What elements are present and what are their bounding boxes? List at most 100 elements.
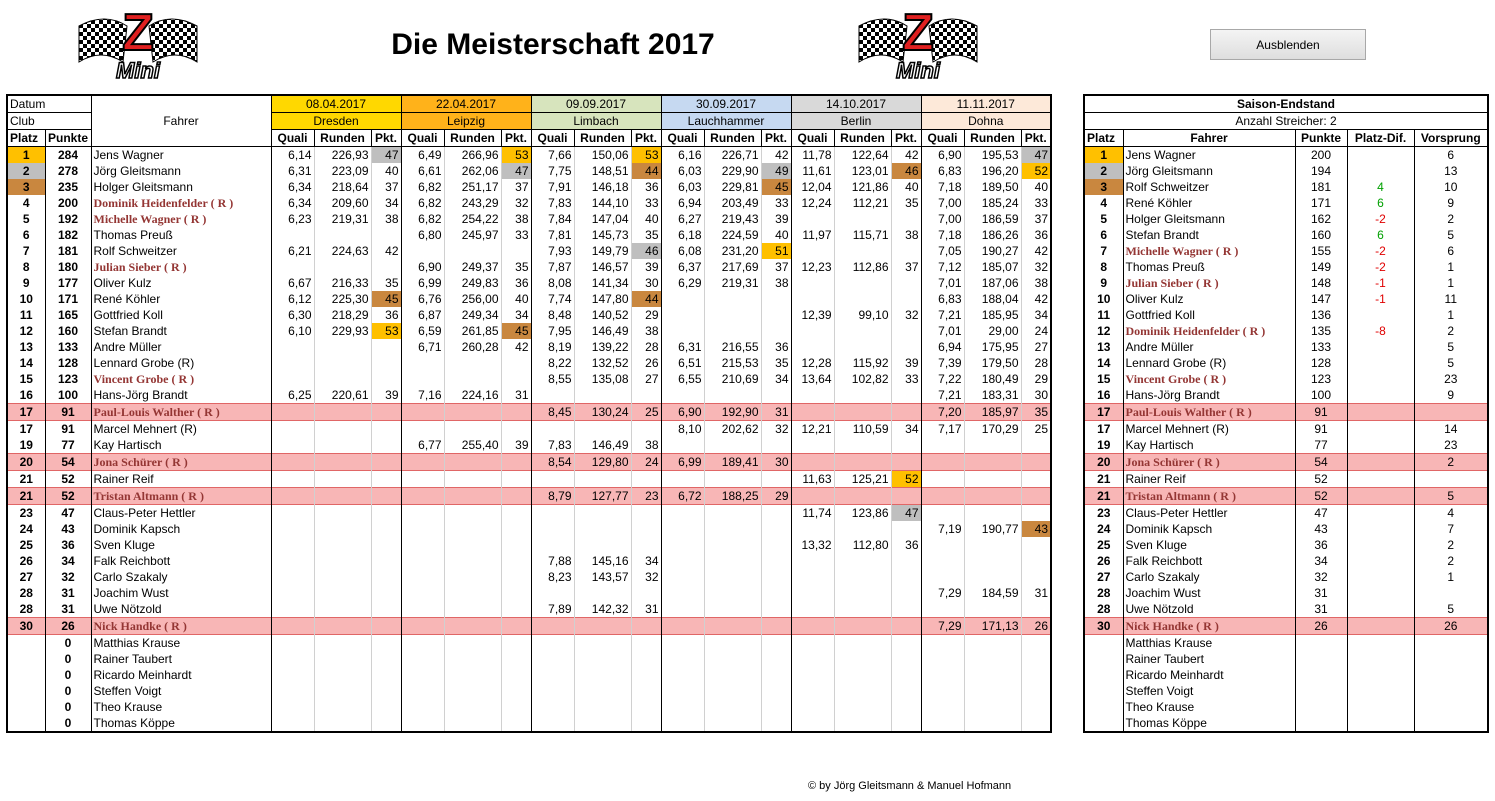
- pkt: [761, 387, 792, 404]
- quali: [401, 537, 445, 553]
- pkt: 51: [761, 243, 792, 259]
- punkte: 54: [1295, 453, 1348, 471]
- standing-row: 17 Marcel Mehnert (R) 91 14: [1084, 420, 1488, 437]
- pkt: 36: [761, 339, 792, 355]
- quali: 6,90: [401, 259, 445, 275]
- platz: 16: [7, 387, 46, 404]
- runden: [964, 487, 1022, 505]
- punkte: 123: [45, 371, 92, 387]
- quali: [531, 521, 575, 537]
- runden: [314, 227, 372, 243]
- pkt: [631, 617, 662, 635]
- fahrer: Matthias Krause: [1123, 634, 1296, 651]
- runden: [444, 453, 502, 471]
- platz: 7: [7, 243, 46, 259]
- punkte: 177: [45, 275, 92, 291]
- pkt: 36: [631, 179, 662, 195]
- punkte: 0: [45, 683, 92, 699]
- quali: 6,61: [401, 163, 445, 179]
- pkt: 38: [501, 211, 532, 227]
- runden: [444, 487, 502, 505]
- quali: [791, 211, 835, 227]
- pkt: [371, 617, 402, 635]
- pkt: [891, 211, 922, 227]
- standing-row: 2 Jörg Gleitsmann 194 13: [1084, 163, 1488, 179]
- fahrer: Lennard Grobe (R): [91, 355, 272, 371]
- runden: [704, 585, 762, 601]
- quali: [401, 420, 445, 437]
- runden: 147,04: [574, 211, 632, 227]
- logo-word: Mini: [896, 58, 941, 83]
- punkte: 133: [1295, 339, 1348, 355]
- quali: [661, 553, 705, 569]
- quali: [921, 634, 965, 651]
- fahrer: Tristan Altmann ( R ): [1123, 487, 1296, 505]
- fahrer: Marcel Mehnert (R): [91, 420, 272, 437]
- pkt: [1021, 569, 1052, 585]
- punkte: 91: [1295, 403, 1348, 421]
- vorsprung: 9: [1447, 388, 1455, 402]
- pkt: 37: [501, 179, 532, 195]
- fahrer: Claus-Peter Hettler: [1123, 504, 1296, 521]
- runden: [704, 651, 762, 667]
- pkt: 39: [371, 387, 402, 404]
- quali: 7,12: [921, 259, 965, 275]
- runden: [314, 601, 372, 618]
- fahrer: Jona Schürer ( R ): [1123, 453, 1296, 471]
- runden: 145,73: [574, 227, 632, 243]
- pkt: 46: [891, 163, 922, 179]
- pkt: [891, 715, 922, 732]
- fahrer: Dominik Kapsch: [91, 521, 272, 537]
- quali: 11,61: [791, 163, 835, 179]
- punkte: [1295, 699, 1348, 715]
- quali: [921, 504, 965, 521]
- driver-row: 4 200 Dominik Heidenfelder ( R ) 6,34 209,60…: [7, 195, 1052, 211]
- vorsprung: 10: [1444, 180, 1458, 194]
- platz: 27: [7, 569, 46, 585]
- platz: 17: [1084, 420, 1124, 437]
- quali: 7,29: [921, 617, 965, 635]
- runden: 147,80: [574, 291, 632, 307]
- runden: [704, 387, 762, 404]
- fahrer: Jens Wagner: [1123, 146, 1296, 163]
- standing-row: 4 René Köhler 171 6 9: [1084, 195, 1488, 211]
- platz: 12: [7, 323, 46, 339]
- runden: 256,00: [444, 291, 502, 307]
- hide-button[interactable]: Ausblenden: [1210, 29, 1366, 60]
- platz: [1084, 683, 1124, 699]
- fahrer: Hans-Jörg Brandt: [1123, 387, 1296, 404]
- pkt: [631, 387, 662, 404]
- punkte: 32: [45, 569, 92, 585]
- fahrer: Joachim Wust: [91, 585, 272, 601]
- punkte: [1295, 667, 1348, 683]
- runden: [834, 667, 892, 683]
- platz: 19: [7, 437, 46, 454]
- runden: 185,24: [964, 195, 1022, 211]
- driver-row: 21 52 Rainer Reif 11,63 125,21 52: [7, 470, 1052, 488]
- runden: 261,85: [444, 323, 502, 339]
- platz: [7, 715, 46, 732]
- fahrer: Holger Gleitsmann: [91, 179, 272, 195]
- pkt: 36: [371, 307, 402, 323]
- pkt: 35: [891, 195, 922, 211]
- quali: [401, 699, 445, 715]
- quali: 8,10: [661, 420, 705, 437]
- pkt: 53: [501, 146, 532, 163]
- platz-dif: [1347, 371, 1415, 387]
- runden: [444, 371, 502, 387]
- pkt: [761, 521, 792, 537]
- pkt: 30: [631, 275, 662, 291]
- runden: [964, 683, 1022, 699]
- quali: 6,77: [401, 437, 445, 454]
- vorsprung: [1414, 585, 1488, 601]
- quali: 7,83: [531, 437, 575, 454]
- runden: 249,34: [444, 307, 502, 323]
- fahrer: Stefan Brandt: [91, 323, 272, 339]
- quali: [661, 634, 705, 651]
- runden: [964, 470, 1022, 488]
- pkt: 39: [891, 355, 922, 371]
- pkt: [891, 617, 922, 635]
- quali: [661, 537, 705, 553]
- fahrer: Ricardo Meinhardt: [1123, 667, 1296, 683]
- runden: 249,83: [444, 275, 502, 291]
